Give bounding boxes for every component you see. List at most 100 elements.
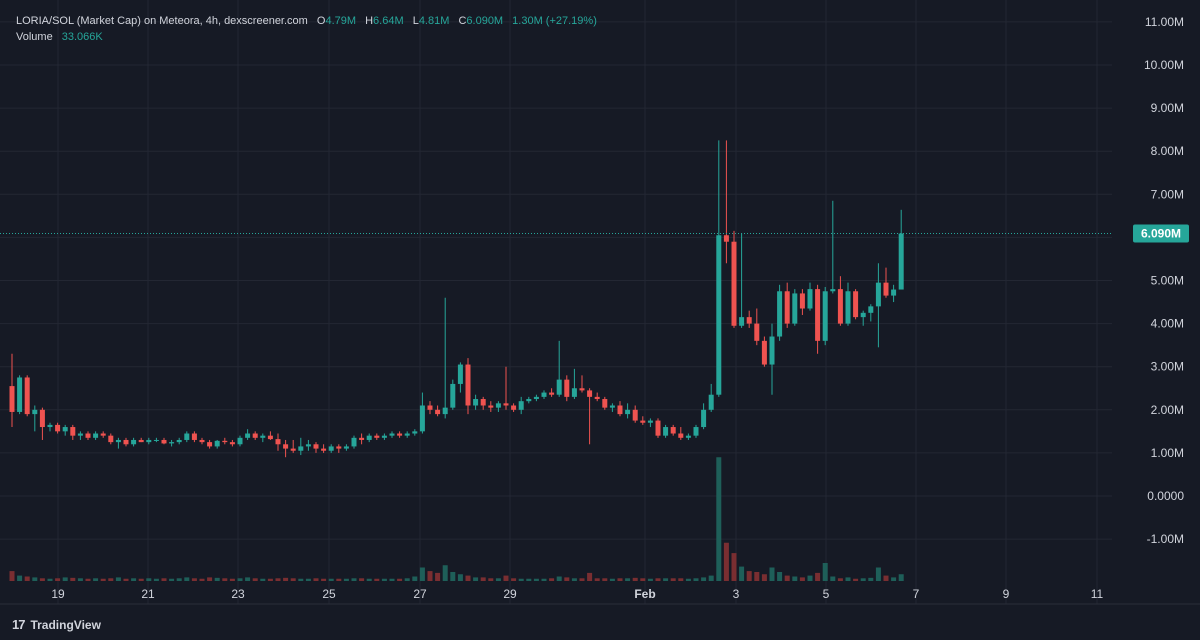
candle-body [381,435,387,438]
close-value: 6.090M [466,15,504,27]
volume-bar [761,574,767,581]
volume-bar [845,577,851,581]
volume-row: Volume 33.066K [16,29,597,45]
volume-bar [427,571,433,581]
candle-body [549,392,555,395]
y-tick-label: 11.00M [1145,15,1184,29]
volume-bar [875,567,881,581]
candle-body [579,388,585,391]
volume-bar [161,578,167,581]
volume-bar [108,578,114,581]
volume-bar [381,578,387,581]
candle-body [47,424,53,428]
candle-body [784,291,790,324]
x-tick-label: 27 [413,587,427,601]
candle-body [351,437,357,447]
volume-bar [685,578,691,581]
candle-body [290,448,296,451]
tradingview-mark-icon: 17 [12,617,26,632]
volume-bar [100,578,106,581]
candle-body [480,399,486,406]
candle-body [564,379,570,397]
volume-bar [488,578,494,581]
volume-bar [754,572,760,581]
candle-body [404,433,410,436]
candle-body [609,405,615,408]
y-tick-label: 2.00M [1151,403,1184,417]
volume-bar [47,578,53,581]
x-tick-label: 19 [51,587,65,601]
volume-bar [640,578,646,581]
candle-body [533,396,539,400]
tradingview-logo[interactable]: 17 TradingView [12,617,101,632]
candle-body [777,291,783,337]
volume-bar [898,574,904,581]
candle-body [625,409,631,415]
volume-bar [85,578,91,581]
price-candles [9,140,904,458]
volume-bar [123,578,129,581]
y-tick-label: 10.00M [1144,58,1184,72]
candle-body [503,403,509,406]
candle-body [161,439,167,444]
candle-body [374,435,380,438]
volume-bar [655,578,661,581]
candle-body [260,435,266,438]
volume-bar [518,578,524,581]
candle-body [32,409,38,415]
candle-body [792,293,798,324]
candle-body [93,433,99,438]
volume-bar [62,577,68,581]
volume-bar [115,577,121,581]
volume-bar [442,565,448,581]
tradingview-brand-label: TradingView [30,617,101,632]
x-tick-label: 21 [141,587,155,601]
candle-body [176,439,182,443]
chart-grid [0,0,1112,604]
candle-body [85,433,91,438]
volume-bar [617,578,623,581]
volume-bar [305,578,311,581]
last-price-label: 6.090M [1141,227,1181,241]
volume-bar [17,575,23,581]
close-label: C [458,15,467,27]
candle-body [267,435,273,440]
volume-bar [799,577,805,581]
y-tick-label: 0.0000 [1147,489,1184,503]
candle-body [39,409,45,428]
candle-body [397,433,403,436]
x-tick-label: 5 [823,587,830,601]
volume-bar [298,578,304,581]
candle-body [9,386,15,412]
volume-bar [769,567,775,581]
candle-body [891,289,897,296]
candle-body [222,440,228,443]
price-scale[interactable] [1112,0,1200,604]
volume-bar [632,577,638,581]
candle-body [845,291,851,324]
candle-body [488,405,494,408]
candle-body [473,399,479,406]
volume-bar [739,566,745,581]
volume-bar [153,578,159,581]
volume-bar [24,576,30,581]
candle-body [716,235,722,395]
y-tick-label: 1.00M [1151,446,1184,460]
volume-bar [374,578,380,581]
candle-body [769,336,775,365]
candle-body [366,435,372,440]
candle-body [526,399,532,402]
volume-bars [9,457,904,581]
candle-body [602,399,608,408]
candle-body [647,420,653,423]
volume-bar [587,572,593,581]
candle-body [435,409,441,415]
volume-bar [359,578,365,581]
volume-bar [860,578,866,581]
volume-bar [184,577,190,581]
x-tick-label: 29 [503,587,517,601]
volume-bar [222,578,228,581]
y-tick-label: 9.00M [1151,101,1184,115]
chart-legend: LORIA/SOL (Market Cap) on Meteora, 4h, d… [16,13,597,45]
